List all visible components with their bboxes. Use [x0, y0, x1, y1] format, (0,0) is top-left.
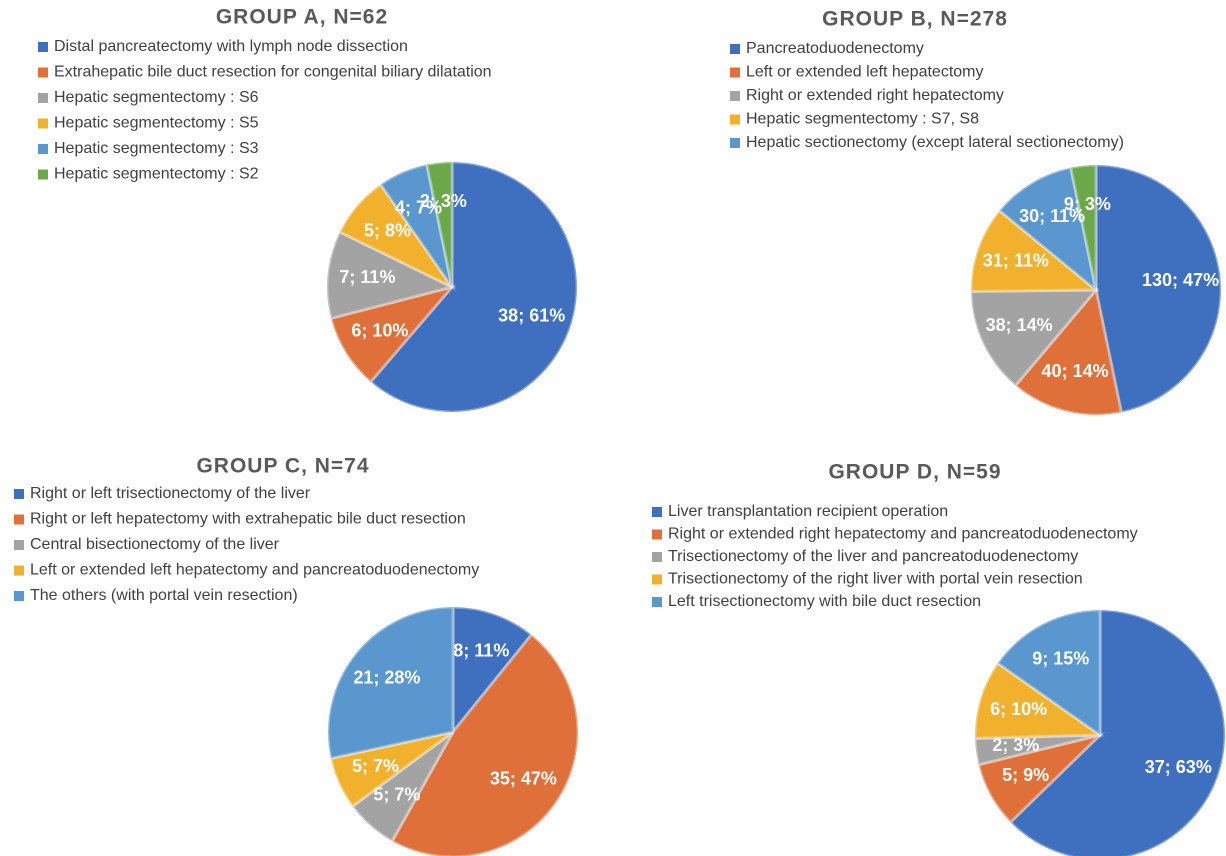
legend-label: Hepatic segmentectomy : S3: [54, 140, 259, 157]
pie-slice: [329, 284, 457, 384]
pie-slice: [378, 162, 454, 288]
legend-swatch: [652, 507, 662, 517]
data-label: 5; 8%: [364, 220, 411, 240]
pie-slice: [350, 730, 455, 844]
data-label: 30; 11%: [1019, 206, 1085, 226]
legend-swatch: [38, 144, 48, 154]
pie-slice: [1013, 286, 1124, 417]
pie-chart: GROUP D, N=59 Liver transplantation recip…: [652, 461, 1226, 856]
pie-slice: [969, 208, 1101, 293]
data-label: 9; 3%: [1064, 194, 1111, 214]
data-label: 130; 47%: [1142, 270, 1219, 290]
data-label: 31; 11%: [983, 250, 1049, 270]
data-label: 9; 15%: [1032, 648, 1089, 668]
pie-slice: [326, 605, 455, 761]
legend-label: Trisectionectomy of the liver and pancre…: [668, 548, 1078, 565]
legend-label: Right or left trisectionectomy of the li…: [30, 485, 311, 502]
legend-label: Distal pancreatectomy with lymph node di…: [54, 38, 408, 55]
legend-swatch: [730, 67, 740, 78]
pie-chart: GROUP C, N=74 Right or left trisectionect…: [14, 455, 580, 856]
pie-slice: [1008, 608, 1226, 856]
pie-slice: [451, 605, 534, 737]
legend-swatch: [730, 138, 740, 148]
data-label: 38; 14%: [986, 315, 1053, 335]
data-label: 37; 63%: [1145, 757, 1212, 777]
data-label: 5; 7%: [373, 785, 420, 805]
legend-swatch: [730, 91, 740, 101]
legend-label: Hepatic segmentectomy : S2: [54, 166, 259, 183]
legend-swatch: [730, 114, 740, 125]
data-label: 5; 9%: [1002, 765, 1049, 785]
legend-swatch: [38, 67, 48, 78]
legend-swatch: [14, 565, 24, 576]
legend-swatch: [14, 489, 24, 499]
data-label: 40; 14%: [1042, 361, 1109, 381]
legend-swatch: [730, 44, 740, 54]
data-label: 6; 10%: [351, 321, 408, 341]
chart-title: GROUP D, N=59: [828, 461, 1001, 484]
legend-label: Pancreatoduodenectomy: [746, 40, 924, 57]
legend-label: Hepatic sectionectomy (except lateral se…: [746, 134, 1124, 151]
legend-label: Right or extended right hepatectomy: [746, 87, 1004, 104]
legend-label: Left or extended left hepatectomy and pa…: [30, 562, 479, 579]
legend-swatch: [38, 118, 48, 129]
pie-slice: [976, 732, 1105, 825]
pie-slice: [329, 730, 454, 809]
pie-slice: [1068, 163, 1098, 291]
chart-title: GROUP C, N=74: [196, 455, 369, 478]
legend-label: Left trisectionectomy with bile duct res…: [668, 593, 981, 610]
legend-swatch: [652, 597, 662, 607]
pie-slice: [969, 288, 1100, 388]
pie-slice: [997, 165, 1099, 294]
legend-label: Trisectionectomy of the right liver with…: [668, 571, 1083, 588]
pie-chart: GROUP B, N=278 Pancreatoduodenectomy Left …: [730, 8, 1223, 417]
legend-label: Hepatic segmentectomy : S6: [54, 89, 259, 106]
data-label: 6; 10%: [990, 699, 1047, 719]
pie-slice: [368, 160, 579, 414]
pie-slice: [337, 182, 457, 291]
legend-label: The others (with portal vein resection): [30, 587, 298, 604]
data-label: 21; 28%: [353, 667, 420, 687]
legend-swatch: [14, 514, 24, 525]
legend-label: Liver transplantation recipient operatio…: [668, 503, 948, 520]
data-label: 35; 47%: [490, 768, 557, 788]
pie-slice: [995, 608, 1102, 738]
data-label: 5; 7%: [352, 756, 399, 776]
pie-slice: [325, 229, 457, 321]
legend-swatch: [14, 540, 24, 550]
legend-label: Extrahepatic bile duct resection for con…: [54, 64, 492, 81]
chart-title: GROUP B, N=278: [822, 8, 1008, 31]
data-label: 7; 11%: [339, 267, 395, 287]
data-label: 4; 7%: [395, 198, 442, 218]
data-label: 2; 3%: [420, 191, 467, 211]
legend-swatch: [38, 42, 48, 52]
legend-swatch: [652, 574, 662, 585]
legend-label: Right or extended right hepatectomy and …: [668, 526, 1138, 543]
pie-chart: GROUP A, N=62 Distal pancreatectomy with …: [38, 6, 579, 414]
chart-title: GROUP A, N=62: [216, 6, 388, 29]
pie-slice: [389, 632, 580, 856]
legend-label: Hepatic segmentectomy : S5: [54, 115, 259, 132]
data-label: 2; 3%: [992, 735, 1039, 755]
legend-swatch: [38, 169, 48, 180]
pie-slice: [973, 733, 1101, 767]
pie-slice: [1094, 163, 1223, 415]
legend-label: Hepatic segmentectomy : S7, S8: [746, 111, 979, 128]
pie-slice: [973, 661, 1105, 740]
legend-swatch: [652, 552, 662, 562]
legend-label: Left or extended left hepatectomy: [746, 64, 983, 81]
legend-label: Central bisectionectomy of the liver: [30, 536, 280, 553]
pie-slice: [425, 160, 454, 288]
legend-swatch: [14, 591, 24, 601]
data-label: 38; 61%: [498, 305, 565, 325]
legend-swatch: [38, 93, 48, 103]
data-label: 8; 11%: [453, 641, 509, 661]
legend-swatch: [652, 529, 662, 540]
legend-label: Right or left hepatectomy with extrahepa…: [30, 511, 466, 528]
